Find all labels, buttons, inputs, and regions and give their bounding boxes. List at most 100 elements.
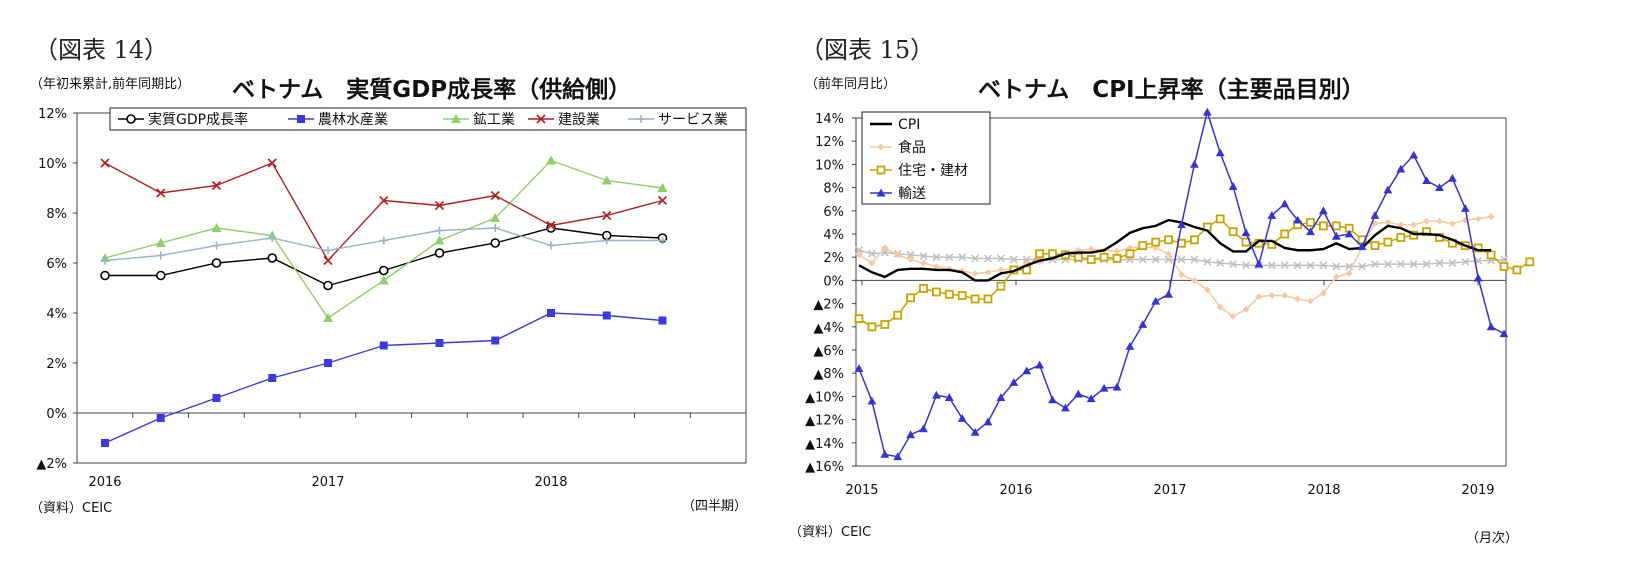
chart15-series-1-point [997,266,1005,274]
chart15-series-1-point [1474,215,1482,223]
chart15-series-3-point [893,452,903,461]
chart14-series-2-point [657,183,668,192]
chart14-series-0-point [155,270,166,281]
chart14-legend-marker-2 [451,114,461,123]
chart15-series-4-point [1461,257,1470,266]
chart14-series-3-point [267,158,277,168]
chart15-series-3-point [1009,378,1019,386]
chart14-y-tick-label: 12% [38,107,67,122]
chart14-y-tick-label: 10% [38,157,67,172]
chart15-series-1-point [1268,292,1276,299]
chart15-series-2-point [1319,221,1328,231]
chart14-series-0-point [100,270,110,281]
chart15-series-3-point [1125,342,1135,350]
chart15-series-3-point [970,427,980,436]
chart14-series-4-point [658,236,667,245]
chart15-y-tick-label: 12% [815,135,844,150]
chart15-y-tick-label: ▲6% [813,344,844,359]
chart14-legend-label-1: 農林水産業 [318,112,388,128]
chart14-series-2-point [434,235,445,245]
chart15-x-tick-label: 2019 [1461,483,1494,498]
chart15-series-1-point [1126,244,1134,252]
chart14-series-1-point [212,394,221,402]
chart15-series-3-point [1228,182,1238,190]
chart15-series-2-point [1370,241,1380,251]
chart14-series-4-point [379,236,388,245]
chart15-series-1-point [1410,221,1418,229]
chart15-legend [861,111,991,205]
chart15-title: ベトナム CPI上昇率（主要品目別） [978,77,1365,103]
chart15-series-4-point [1422,260,1431,269]
chart15-series-1-point [1229,312,1237,320]
chart15-series-3-point [906,430,915,439]
chart14-title: ベトナム 実質GDP成長率（供給側） [232,77,632,103]
chart15-series-1-point [1113,248,1121,255]
chart15-x-tick-label: 2015 [845,483,878,498]
chart15-series-1-point [1178,271,1185,278]
chart15-series-3-point [919,424,928,433]
chart15-series-1-point [1165,250,1172,258]
chart14-legend-label-2: 鉱工業 [473,111,515,128]
chart15-series-3-point [1267,211,1277,219]
chart15-y-tick-label: ▲12% [805,414,844,429]
chart15-legend-label-2: 住宅・建材 [898,163,968,179]
chart15-series-3-point [1035,360,1044,369]
chart15-series-3-point [1331,231,1341,240]
chart14-legend-marker-4 [637,115,645,123]
chart15-series-4-point [1022,255,1031,264]
chart15-series-3-point [1138,320,1148,328]
chart14-series-1-point [602,311,611,320]
chart15-series-4-point [1409,260,1418,269]
chart14-series-2-point [601,175,612,185]
chart15-series-2-point [1164,235,1173,245]
chart15-series-3-point [1022,366,1032,375]
chart15-series-1-point [1332,273,1340,281]
chart15-series-4-point [1138,255,1147,264]
chart15-x-tick-label: 2017 [1153,483,1186,498]
chart15-series-3-point [1151,296,1161,305]
chart14-y-tick-label: ▲2% [36,457,67,472]
chart15-series-3-point [1061,403,1070,412]
chart15-series-2-point [880,320,890,329]
chart15-series-1-point [971,270,979,277]
chart15-y-tick-label: ▲14% [805,437,844,452]
chart15-series-2-point [919,284,928,293]
chart15-series-4-point [855,246,863,255]
chart15-series-2-point [1048,249,1057,259]
chart14-series-3-point [100,158,110,168]
chart15-series-line-0 [858,218,1492,282]
chart15-series-4-point [1242,261,1250,270]
chart15-series-3-point [1460,204,1470,212]
chart15-series-2-point [1331,221,1341,231]
chart15-series-3-point [1486,322,1496,331]
chart14-series-4-point [268,234,277,242]
chart15-plot-area [855,117,1507,467]
chart15-series-4-point [1151,255,1160,264]
chart15-series-2-point [932,287,941,297]
chart15-series-4-point [1216,259,1225,267]
chart15-series-1-point [920,259,927,267]
chart14-series-1-point [491,336,500,345]
chart14-series-0-point [490,238,501,248]
chart14-series-1-point [268,374,277,382]
chart15-series-2-point [906,293,915,303]
chart15-series-2-point [1280,229,1290,239]
chart15-series-2-point [983,294,993,304]
chart15-series-4-point [1448,259,1457,267]
chart15-series-2-point [1306,217,1315,227]
chart15-y-tick-label: ▲16% [805,460,844,475]
chart15-series-3-point [1396,164,1406,173]
chart15-series-3-point [1190,160,1199,168]
chart15-series-4-point [958,253,967,262]
chart15-series-2-point [1228,227,1238,237]
chart14-series-0-point [267,253,278,263]
chart15-series-2-point [1086,255,1096,264]
chart15-series-4-point [1190,255,1199,264]
chart15-y-tick-label: ▲2% [813,298,844,313]
chart15-series-3-point [1254,259,1264,268]
chart15-series-4-point [906,250,915,259]
chart15-series-3-point [867,396,877,405]
chart14-legend-label-0: 実質GDP成長率 [148,111,248,128]
chart15-series-4-point [1371,260,1379,269]
chart15-x-tick-label: 2018 [1307,483,1340,498]
